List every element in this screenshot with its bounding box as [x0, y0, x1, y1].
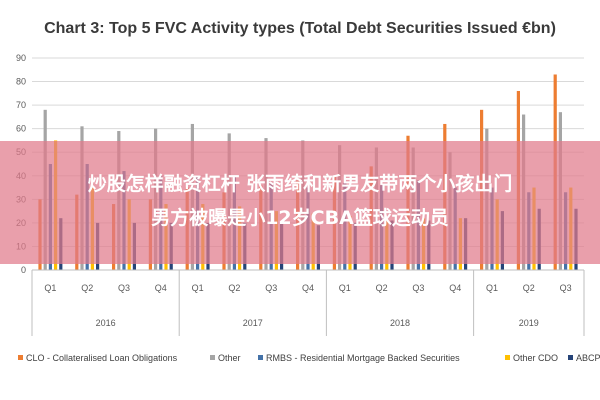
legend-swatch: [505, 355, 510, 360]
legend: CLO - Collateralised Loan Obligations Oth…: [18, 353, 600, 363]
x-tick-label: Q3: [118, 283, 130, 293]
x-tick-label: Q3: [265, 283, 277, 293]
y-tick-label: 90: [16, 53, 26, 63]
x-axis: Q1 Q2 Q3 Q4 Q1 Q2 Q3 Q4 Q1 Q2 Q3 Q4 Q1 Q2 Q3 2016 2017 20…: [31, 269, 585, 336]
x-tick-label: Q2: [228, 283, 240, 293]
x-tick-label: Q4: [155, 283, 167, 293]
x-tick-label: Q2: [523, 283, 535, 293]
year-label: 2018: [390, 318, 410, 328]
legend-label: Other: [218, 353, 241, 363]
y-tick-label: 80: [16, 77, 26, 87]
legend-swatch: [18, 355, 23, 360]
legend-label: CLO - Collateralised Loan Obligations: [26, 353, 178, 363]
legend-label: Other CDO: [513, 353, 558, 363]
x-tick-label: Q3: [412, 283, 424, 293]
year-label: 2019: [519, 318, 539, 328]
chart-title: Chart 3: Top 5 FVC Activity types (Total…: [44, 20, 556, 37]
year-label: 2017: [243, 318, 263, 328]
x-tick-label: Q2: [81, 283, 93, 293]
legend-swatch: [568, 355, 573, 360]
y-tick-label: 60: [16, 124, 26, 134]
x-tick-label: Q1: [44, 283, 56, 293]
legend-swatch: [258, 355, 263, 360]
year-label: 2016: [96, 318, 116, 328]
x-tick-label: Q4: [449, 283, 461, 293]
legend-swatch: [210, 355, 215, 360]
legend-label: ABCP: [576, 353, 600, 363]
x-tick-label: Q1: [486, 283, 498, 293]
x-tick-label: Q1: [192, 283, 204, 293]
x-tick-label: Q4: [302, 283, 314, 293]
x-tick-label: Q2: [376, 283, 388, 293]
overlay-banner-background: [0, 141, 600, 264]
legend-label: RMBS - Residential Mortgage Backed Secur…: [266, 353, 460, 363]
x-tick-label: Q3: [560, 283, 572, 293]
overlay-banner-line-1: 炒股怎样融资杠杆 张雨绮和新男友带两个小孩出门: [88, 172, 513, 195]
overlay-banner-line-2: 男方被曝是小12岁CBA篮球运动员: [151, 206, 449, 229]
y-tick-label: 70: [16, 100, 26, 110]
x-tick-label: Q1: [339, 283, 351, 293]
overlay-banner: 炒股怎样融资杠杆 张雨绮和新男友带两个小孩出门 男方被曝是小12岁CBA篮球运动…: [0, 141, 600, 264]
y-tick-label: 0: [21, 265, 26, 275]
